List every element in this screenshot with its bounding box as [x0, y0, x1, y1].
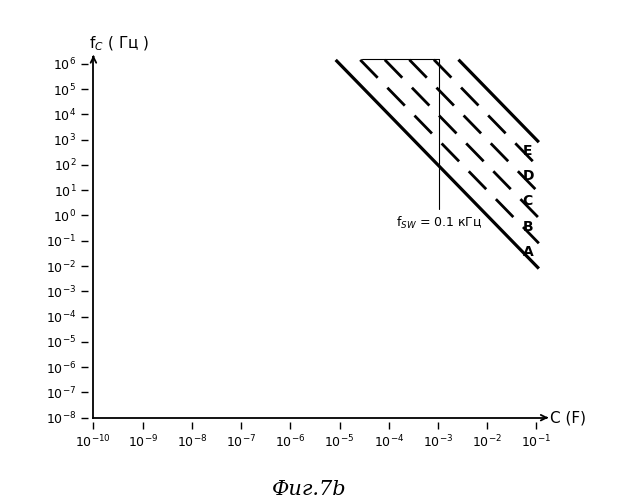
Text: f$_{SW}$ = 0.1 кГц: f$_{SW}$ = 0.1 кГц — [362, 59, 483, 231]
Text: C: C — [522, 194, 533, 208]
Text: E: E — [522, 144, 532, 158]
Text: C (F): C (F) — [550, 410, 586, 425]
Text: f$_C$ ( Гц ): f$_C$ ( Гц ) — [89, 35, 149, 54]
Text: f$_{SW}$ = 10 кГц: f$_{SW}$ = 10 кГц — [0, 499, 1, 500]
Text: A: A — [522, 245, 534, 259]
Text: f$_{SW}$ = 1000 кГц: f$_{SW}$ = 1000 кГц — [0, 499, 1, 500]
Text: f$_{SW}$ = 100 кГц: f$_{SW}$ = 100 кГц — [0, 499, 1, 500]
Text: Фиг.7b: Фиг.7b — [272, 480, 347, 499]
Text: D: D — [522, 169, 534, 183]
Text: B: B — [522, 220, 533, 234]
Text: f$_{SW}$ = 1 кГц: f$_{SW}$ = 1 кГц — [0, 499, 1, 500]
